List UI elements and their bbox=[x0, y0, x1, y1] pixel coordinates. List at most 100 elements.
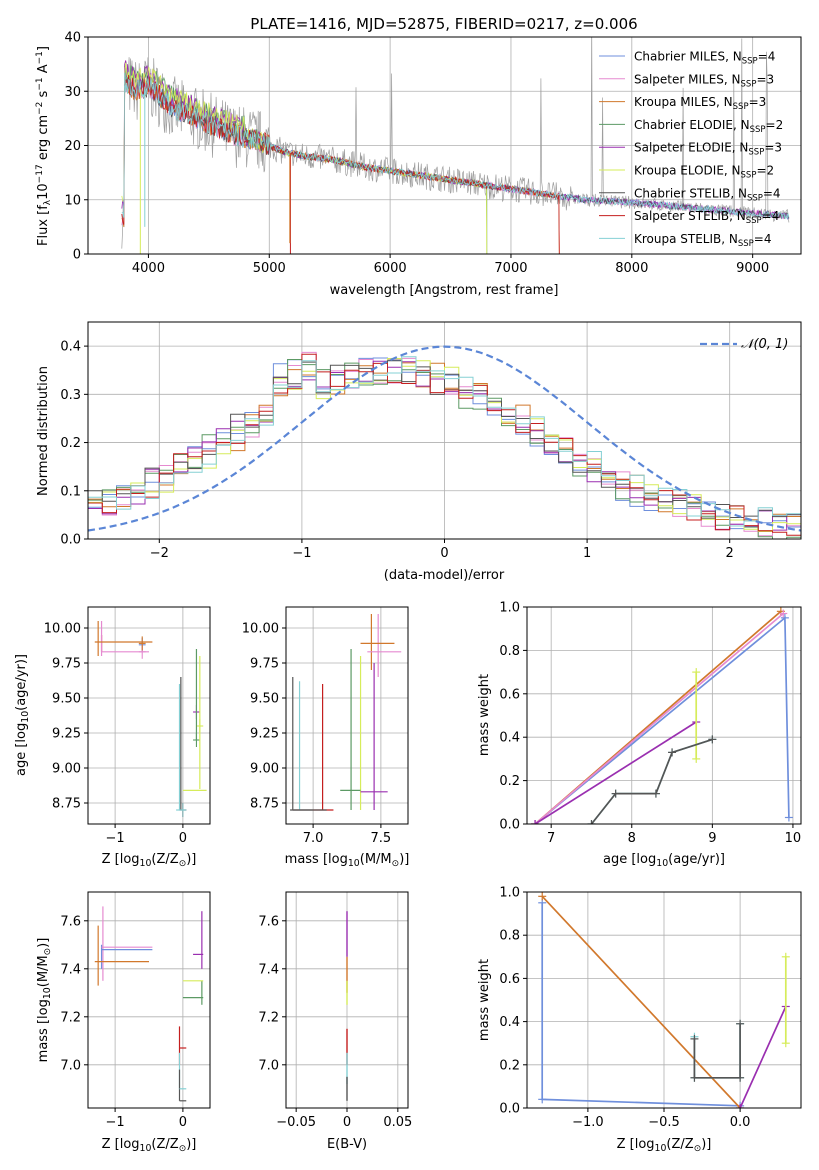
axes-border bbox=[87, 891, 211, 1109]
label-rest: (Z/Z bbox=[666, 1137, 693, 1152]
weight-series bbox=[590, 738, 713, 824]
legend-entry: 𝒩(0, 1) bbox=[741, 337, 788, 352]
x-tick-label: 7 bbox=[547, 831, 555, 846]
axes-frame: 7.0 7.5 8.75 9.00 9.25 9.50 9.75 10.00 bbox=[242, 606, 409, 846]
x-tick-label: 0 bbox=[343, 1115, 351, 1130]
y-tick-label: 0.2 bbox=[499, 1058, 520, 1073]
figure-title: PLATE=1416, MJD=52875, FIBERID=0217, z=0… bbox=[250, 15, 637, 33]
x-tick-label: 10 bbox=[785, 831, 802, 846]
y-tick-label: 0.4 bbox=[499, 1015, 520, 1030]
histogram-series bbox=[88, 357, 801, 530]
histogram-series bbox=[88, 351, 801, 539]
legend-entry: Chabrier MILES, NSSP=4 bbox=[634, 50, 775, 67]
label-rest: (M/M bbox=[360, 852, 392, 867]
y-tick-label: 7.2 bbox=[258, 1010, 279, 1025]
x-tick-label: 0 bbox=[440, 546, 448, 561]
legend-count: =3 bbox=[749, 95, 767, 109]
axes-border bbox=[526, 606, 802, 825]
weight-series bbox=[541, 895, 741, 1108]
x-tick-label: 6000 bbox=[374, 261, 407, 276]
superscript: −1 bbox=[35, 77, 45, 90]
subscript: SSP bbox=[748, 148, 764, 158]
legend-count: =2 bbox=[756, 164, 774, 178]
y-tick-label: 8.75 bbox=[250, 797, 279, 812]
x-tick-label: 9 bbox=[708, 831, 716, 846]
label-rest: )] bbox=[186, 852, 196, 867]
y-tick-label: 0.8 bbox=[499, 644, 520, 659]
subscript: SSP bbox=[741, 79, 757, 89]
y-tick-label: 40 bbox=[64, 31, 81, 46]
model-spectrum bbox=[121, 74, 560, 254]
age-vs-z-axes: −1 0 8.75 9.00 9.25 9.50 9.75 10.00 bbox=[44, 606, 211, 846]
histogram-series bbox=[88, 360, 801, 521]
y-axis-label: Normed distribution bbox=[36, 366, 51, 496]
subscript: 10 bbox=[42, 987, 53, 999]
axes-frame: 7 8 9 10 0.0 0.2 0.4 0.6 0.8 1.0 bbox=[499, 601, 802, 846]
label-rest: A bbox=[36, 64, 51, 77]
y-tick-label: 9.50 bbox=[250, 692, 279, 707]
y-tick-label: 9.25 bbox=[52, 727, 81, 742]
subscript: SSP bbox=[746, 216, 762, 226]
axes-frame: −2 −1 0 1 2 0.0 0.1 0.2 0.3 0.4 𝒩(0, 1) bbox=[60, 321, 802, 561]
label-rest: )] bbox=[186, 1137, 196, 1152]
spectrum-axes: 4000 5000 6000 7000 8000 9000 0 10 20 30 40 Chabrie… bbox=[64, 31, 802, 276]
subscript: 10 bbox=[656, 858, 668, 869]
y-tick-label: 7.4 bbox=[258, 962, 279, 977]
label-rest: )] bbox=[701, 1137, 711, 1152]
histogram-series bbox=[88, 358, 801, 532]
y-tick-label: 0.2 bbox=[499, 774, 520, 789]
axes-frame: −1 0 8.75 9.00 9.25 9.50 9.75 10.00 bbox=[44, 606, 211, 846]
legend-count: =2 bbox=[766, 118, 784, 132]
mass-vs-z-axes: −1 0 7.0 7.2 7.4 7.6 bbox=[60, 891, 211, 1130]
axis-label: Z [log10(Z/Z⊙)] bbox=[617, 1137, 712, 1154]
subscript: ⊙ bbox=[694, 1144, 702, 1154]
y-tick-label: 7.4 bbox=[60, 962, 81, 977]
x-tick-label: 7000 bbox=[494, 261, 527, 276]
subscript: SSP bbox=[741, 171, 757, 181]
subscript: 10 bbox=[140, 1143, 152, 1154]
y-axis-label: mass weight bbox=[477, 674, 492, 756]
plot-area bbox=[121, 37, 790, 254]
y-axis-label: Flux [fλ10−17 erg cm−2 s−1 A−1] bbox=[35, 46, 53, 246]
y-tick-label: 10 bbox=[64, 193, 81, 208]
y-tick-label: 0.6 bbox=[499, 687, 520, 702]
axis-label: Z [log10(Z/Z⊙)] bbox=[102, 1137, 197, 1154]
y-tick-label: 0.4 bbox=[499, 731, 520, 746]
y-tick-label: 9.00 bbox=[250, 762, 279, 777]
y-tick-label: 7.6 bbox=[258, 914, 279, 929]
legend-entry: Chabrier ELODIE, NSSP=2 bbox=[634, 118, 783, 135]
label-rest: (M/M bbox=[36, 955, 51, 987]
legend-count: =3 bbox=[764, 141, 782, 155]
x-tick-label: 4000 bbox=[132, 261, 165, 276]
x-tick-label: 8000 bbox=[615, 261, 648, 276]
legend-entry: Salpeter ELODIE, NSSP=3 bbox=[634, 141, 782, 158]
y-tick-label: 7.0 bbox=[258, 1058, 279, 1073]
mass-weight-vs-z-axes: −1.0 −0.5 0.0 0.0 0.2 0.4 0.6 0.8 1.0 bbox=[499, 886, 802, 1130]
y-tick-label: 1.0 bbox=[499, 601, 520, 616]
legend-entry: Salpeter MILES, NSSP=3 bbox=[634, 72, 774, 89]
plot-area bbox=[538, 892, 790, 1108]
x-axis-label: wavelength [Angstrom, rest frame] bbox=[330, 283, 559, 298]
weight-series bbox=[534, 616, 790, 824]
label-rest: s bbox=[36, 90, 51, 101]
y-tick-label: 20 bbox=[64, 139, 81, 154]
y-tick-label: 9.75 bbox=[52, 657, 81, 672]
legend-count: =4 bbox=[763, 186, 781, 200]
subscript: ⊙ bbox=[179, 859, 187, 869]
y-tick-label: 0.6 bbox=[499, 972, 520, 987]
weight-series bbox=[590, 738, 713, 824]
subscript: SSP bbox=[738, 239, 754, 249]
weight-series bbox=[693, 1023, 741, 1079]
label-rest: (age/yr)] bbox=[668, 852, 725, 867]
x-tick-label: 0.05 bbox=[383, 1115, 412, 1130]
superscript: −17 bbox=[35, 164, 45, 183]
subscript: SSP bbox=[742, 57, 758, 67]
x-tick-label: −0.5 bbox=[648, 1115, 680, 1130]
subscript: 10 bbox=[20, 711, 31, 723]
y-axis-label: mass weight bbox=[477, 959, 492, 1041]
y-tick-label: 0.0 bbox=[499, 818, 520, 833]
subscript: ⊙ bbox=[179, 1144, 187, 1154]
x-tick-label: 0 bbox=[179, 1115, 187, 1130]
label-rest: )] bbox=[399, 852, 409, 867]
histogram-series bbox=[88, 360, 801, 533]
